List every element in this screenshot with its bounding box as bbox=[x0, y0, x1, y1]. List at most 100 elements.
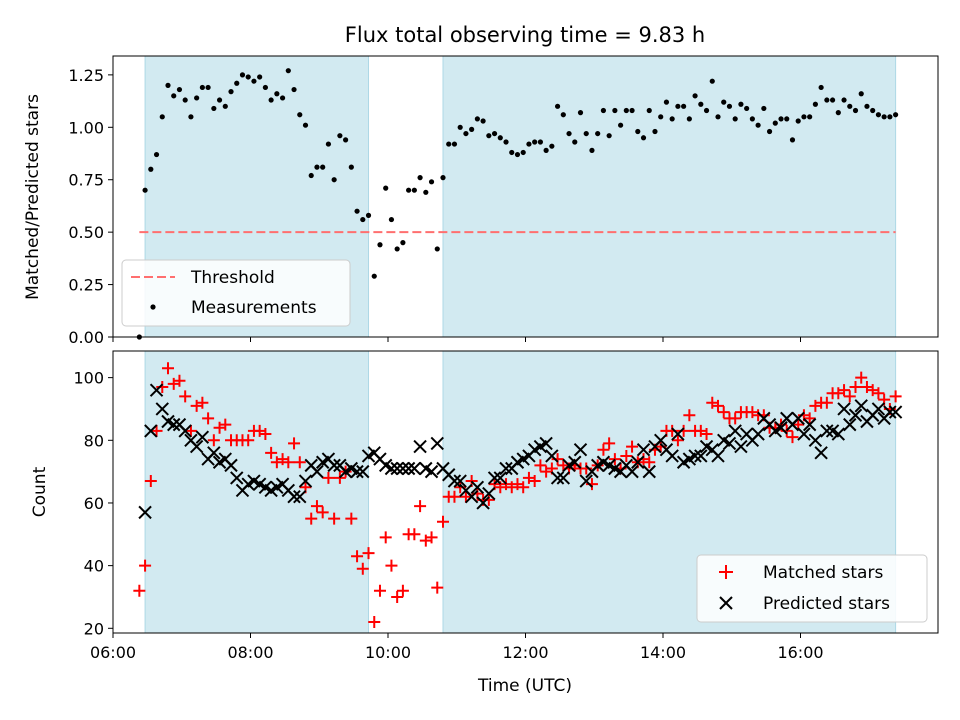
measurement-point bbox=[371, 273, 377, 279]
matched-star-point bbox=[162, 362, 174, 375]
matched-star-point bbox=[414, 500, 427, 513]
observing-interval bbox=[144, 350, 370, 634]
matched-star-point bbox=[133, 584, 146, 597]
measurement-point bbox=[211, 105, 217, 112]
measurement-point bbox=[159, 114, 165, 120]
matched-star-point bbox=[712, 399, 724, 412]
predicted-star-point bbox=[350, 464, 364, 479]
matched-star-point bbox=[385, 559, 398, 572]
predicted-star-point bbox=[424, 464, 439, 479]
matched-star-point bbox=[144, 475, 157, 488]
measurement-point bbox=[199, 84, 205, 91]
measurement-point bbox=[383, 185, 389, 191]
matched-star-point bbox=[620, 449, 633, 462]
predicted-star-point bbox=[167, 417, 181, 432]
measurement-point bbox=[205, 84, 211, 91]
measurement-point bbox=[537, 139, 543, 145]
measurement-point bbox=[893, 112, 899, 118]
measurement-point bbox=[216, 97, 223, 103]
measurement-point bbox=[474, 116, 480, 122]
measurement-point bbox=[348, 164, 354, 170]
predicted-star-point bbox=[814, 446, 828, 460]
predicted-star-point bbox=[356, 464, 370, 479]
measurement-point bbox=[491, 130, 498, 137]
predicted-star-point bbox=[791, 411, 805, 426]
matched-star-point bbox=[202, 412, 215, 425]
matched-star-point bbox=[362, 547, 375, 560]
predicted-star-point bbox=[310, 464, 324, 479]
predicted-star-point bbox=[230, 471, 244, 485]
matched-star-point bbox=[517, 481, 530, 494]
bottom-panel: 20 40 60 80 100 06:00 08:00 10:00 12:00 14:00 16:… bbox=[30, 350, 939, 696]
measurement-point bbox=[847, 103, 853, 109]
measurement-point bbox=[675, 103, 681, 109]
predicted-star-point bbox=[820, 424, 834, 438]
predicted-star-point bbox=[654, 433, 668, 448]
matched-star-point bbox=[207, 434, 220, 447]
top-legend: Threshold Measurements bbox=[121, 259, 351, 327]
measurement-point bbox=[142, 187, 148, 193]
matched-star-point bbox=[265, 446, 278, 459]
matched-star-point bbox=[626, 440, 639, 453]
measurement-point bbox=[194, 95, 200, 101]
matched-star-point bbox=[396, 584, 409, 597]
measurement-point bbox=[807, 114, 813, 120]
measurement-point bbox=[560, 112, 566, 118]
measurement-point bbox=[451, 141, 458, 147]
measurement-point bbox=[577, 110, 584, 116]
predicted-star-point bbox=[556, 471, 571, 485]
predicted-star-point bbox=[734, 439, 748, 454]
bottom-legend: Matched stars Predicted stars bbox=[696, 554, 928, 623]
matched-star-point bbox=[391, 590, 404, 603]
predicted-star-point bbox=[883, 405, 897, 419]
measurement-point bbox=[566, 130, 572, 137]
measurement-point bbox=[497, 135, 503, 141]
measurement-point bbox=[583, 130, 589, 137]
predicted-star-point bbox=[694, 449, 708, 463]
matched-star-point bbox=[872, 387, 885, 400]
predicted-star-point bbox=[178, 424, 192, 438]
measurement-point bbox=[406, 187, 412, 193]
measurement-point bbox=[343, 137, 349, 143]
measurement-point bbox=[864, 103, 870, 109]
measurement-point bbox=[302, 122, 309, 128]
measurement-point bbox=[755, 122, 761, 128]
measurement-point bbox=[360, 216, 366, 223]
measurement-point bbox=[646, 107, 652, 114]
measurement-point bbox=[526, 141, 532, 147]
top-x-ticks bbox=[112, 337, 801, 342]
matched-star-point bbox=[408, 528, 421, 541]
matched-star-point bbox=[643, 456, 656, 469]
predicted-star-point bbox=[476, 496, 490, 510]
predicted-star-point bbox=[482, 486, 496, 501]
predicted-star-point bbox=[888, 405, 903, 419]
measurement-point bbox=[606, 133, 612, 139]
top-y-axis-label: Matched/Predicted stars bbox=[23, 94, 43, 300]
measurement-point bbox=[228, 89, 234, 95]
matched-star-point bbox=[717, 406, 730, 419]
predicted-star-point bbox=[774, 421, 788, 435]
matched-star-point bbox=[351, 550, 364, 563]
measurement-point bbox=[165, 82, 171, 88]
measurement-point bbox=[365, 212, 372, 218]
matched-star-point bbox=[889, 390, 902, 403]
measurement-point bbox=[320, 164, 326, 170]
predicted-star-point bbox=[688, 449, 702, 463]
matched-star-point bbox=[184, 424, 197, 437]
predicted-star-point bbox=[430, 436, 444, 451]
measurement-point bbox=[222, 103, 228, 109]
measurement-point bbox=[801, 114, 807, 120]
measurement-point bbox=[440, 175, 446, 181]
matched-star-point bbox=[683, 409, 696, 422]
predicted-star-point bbox=[144, 424, 158, 438]
measurement-point bbox=[153, 151, 160, 158]
predicted-star-point bbox=[625, 464, 639, 479]
measurement-point bbox=[887, 114, 893, 120]
x-tick-label: 10:00 bbox=[365, 643, 411, 662]
predicted-star-point bbox=[499, 461, 513, 476]
measurement-point bbox=[795, 118, 801, 124]
matched-star-point bbox=[729, 412, 742, 425]
matched-star-point bbox=[179, 390, 192, 403]
matched-star-point bbox=[242, 434, 255, 447]
measurement-point bbox=[543, 147, 549, 153]
